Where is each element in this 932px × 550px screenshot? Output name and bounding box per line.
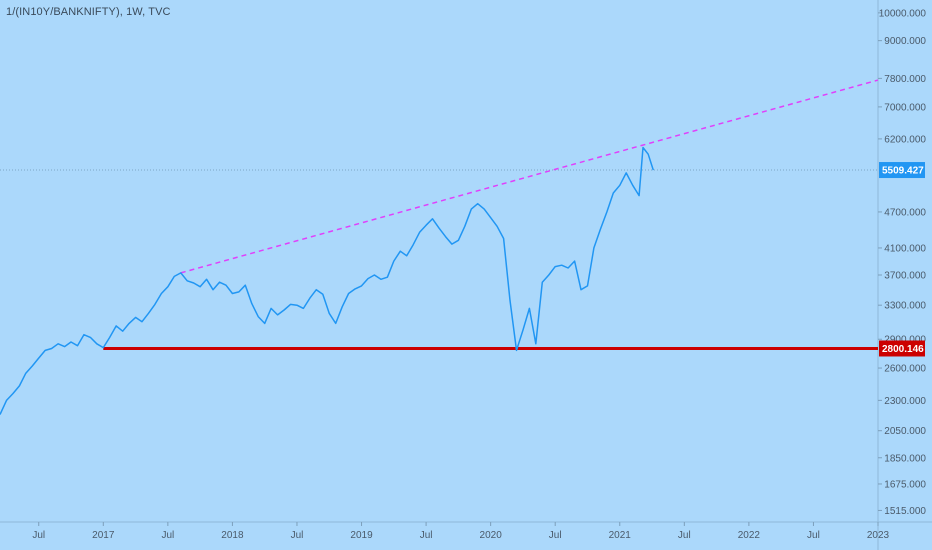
y-tick-label: 6200.000	[884, 134, 926, 145]
x-tick-label: 2019	[350, 530, 373, 541]
y-tick-label: 2050.000	[884, 426, 926, 437]
y-tick-label: 3300.000	[884, 301, 926, 312]
x-tick-label: Jul	[32, 530, 45, 541]
y-tick-label: 7000.000	[884, 102, 926, 113]
y-tick-label: 9000.000	[884, 36, 926, 47]
chart-title: 1/(IN10Y/BANKNIFTY), 1W, TVC	[6, 6, 171, 18]
y-tick-label: 4700.000	[884, 207, 926, 218]
x-tick-label: Jul	[291, 530, 304, 541]
y-tick-label: 2900.000	[884, 335, 926, 346]
x-tick-label: 2017	[92, 530, 115, 541]
x-tick-label: Jul	[420, 530, 433, 541]
support-level-badge-bg	[879, 340, 925, 357]
trendline[interactable]	[180, 79, 879, 274]
y-tick-label: 1515.000	[884, 506, 926, 517]
y-tick-label: 10000.000	[879, 8, 927, 19]
last-price-badge-bg	[879, 162, 925, 179]
x-tick-label: Jul	[807, 530, 820, 541]
y-tick-label: 2600.000	[884, 364, 926, 375]
y-tick-label: 1675.000	[884, 479, 926, 490]
last-price-badge: 5509.427	[882, 166, 924, 177]
y-tick-label: 3700.000	[884, 271, 926, 282]
x-tick-label: 2018	[221, 530, 244, 541]
x-tick-label: 2021	[609, 530, 632, 541]
x-tick-label: Jul	[549, 530, 562, 541]
y-tick-label: 2300.000	[884, 396, 926, 407]
x-tick-label: Jul	[161, 530, 174, 541]
x-tick-label: 2023	[867, 530, 890, 541]
support-level-badge: 2800.146	[882, 344, 924, 355]
x-tick-label: 2020	[480, 530, 503, 541]
y-tick-label: 4100.000	[884, 243, 926, 254]
series-line-0[interactable]	[0, 146, 655, 415]
x-tick-label: Jul	[678, 530, 691, 541]
x-tick-label: 2022	[738, 530, 761, 541]
y-tick-label: 1850.000	[884, 453, 926, 464]
y-tick-label: 7800.000	[884, 74, 926, 85]
